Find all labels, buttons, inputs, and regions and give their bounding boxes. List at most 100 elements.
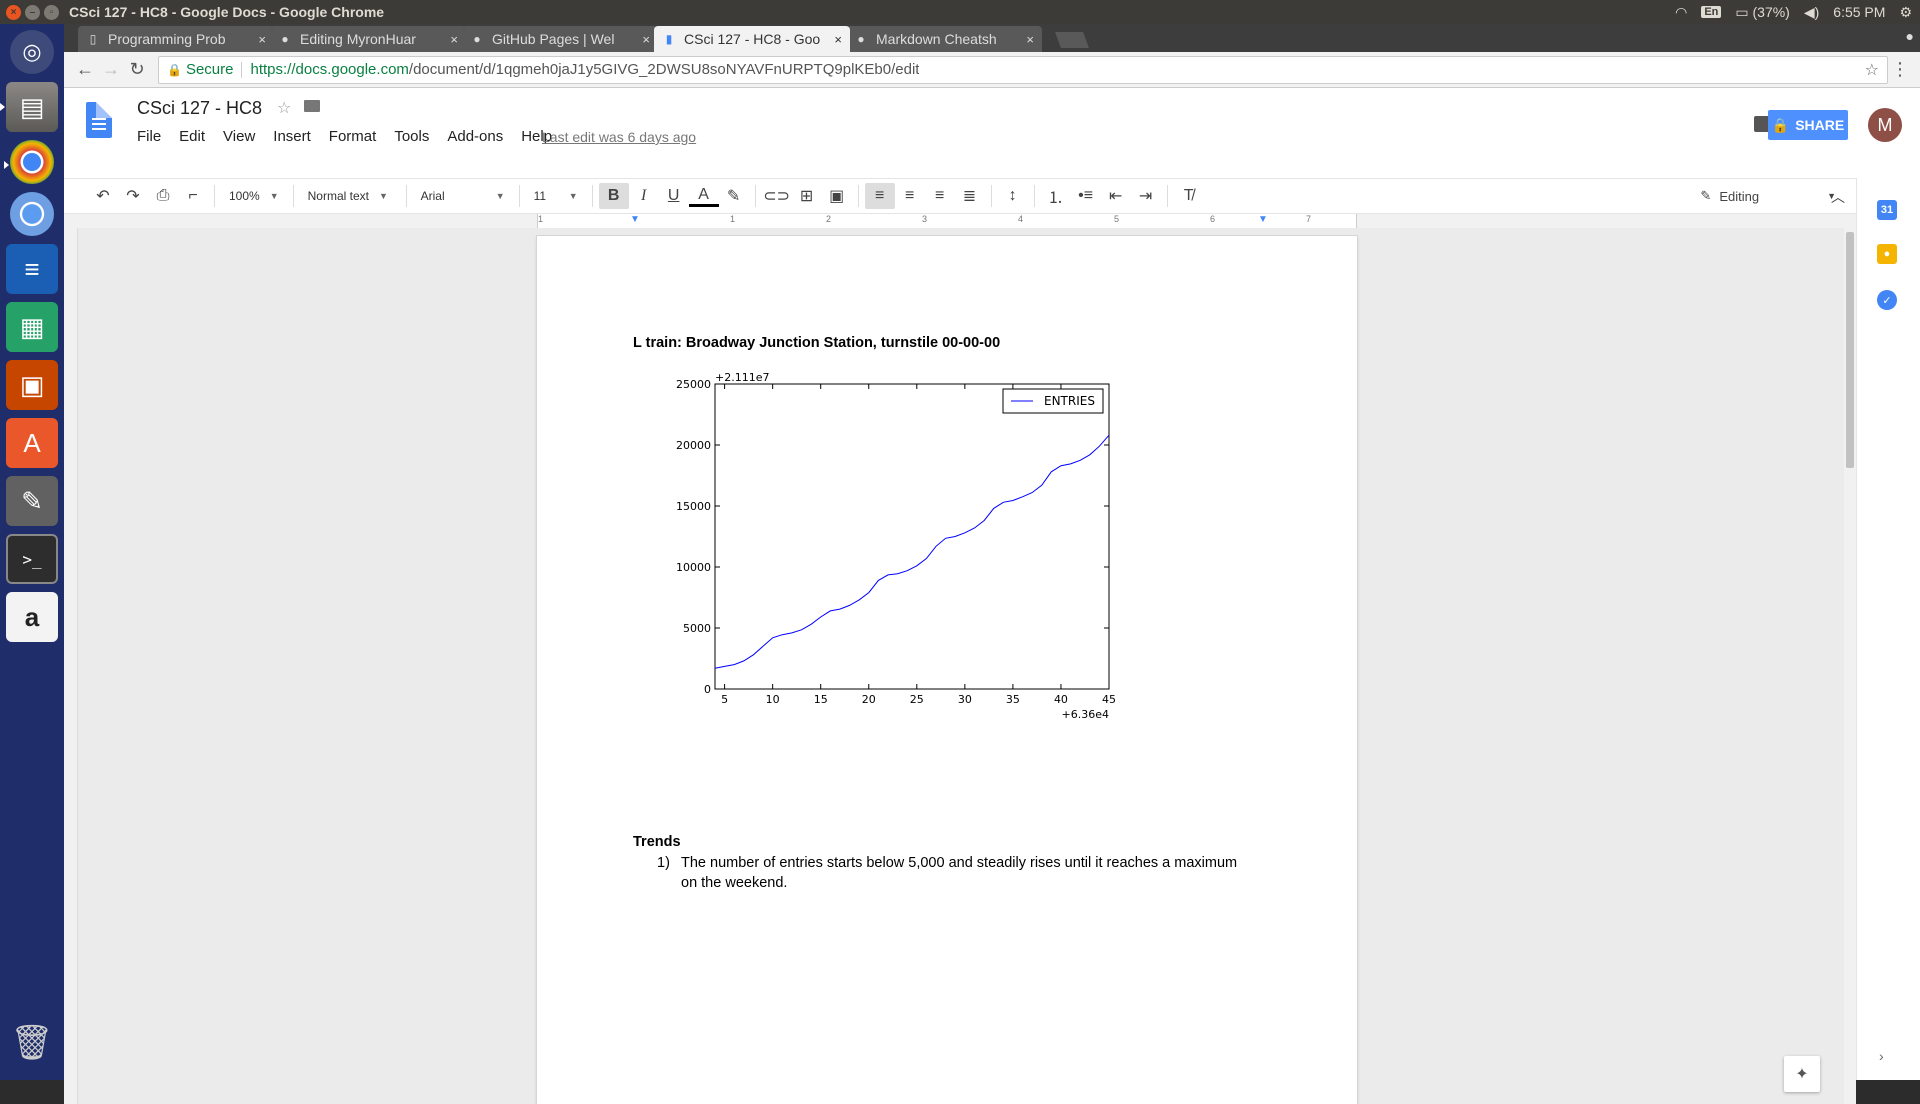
bookmark-star-icon[interactable]: ☆ [1864,61,1879,79]
back-button[interactable]: ← [76,59,94,79]
system-settings-icon[interactable]: ✎ [6,476,58,526]
star-icon[interactable]: ☆ [277,100,292,117]
menu-addons[interactable]: Add-ons [447,128,504,145]
forward-button[interactable]: → [102,59,120,79]
scrollbar-thumb[interactable] [1846,232,1854,468]
vertical-scrollbar[interactable] [1844,228,1856,1104]
new-tab-button[interactable] [1055,32,1089,48]
document-title[interactable]: CSci 127 - HC8 [137,98,263,118]
close-window-button[interactable]: × [6,4,21,20]
close-icon[interactable]: × [258,31,266,47]
align-right-icon[interactable]: ≡ [934,187,945,204]
right-indent-marker[interactable]: ▼ [1258,214,1268,225]
chevron-up-icon[interactable]: ︿ [1831,189,1845,205]
entries-line-chart[interactable]: 5 10 15 20 25 30 35 40 45 0 5000 10000 15000 20000 250… [633,364,1193,794]
insert-image-icon[interactable]: ▣ [829,188,845,205]
explore-button[interactable]: ✦ [1784,1056,1820,1092]
align-left-icon[interactable]: ≡ [864,183,895,209]
align-center-icon[interactable]: ≡ [904,187,915,204]
document-page[interactable]: L train: Broadway Junction Station, turn… [537,236,1357,1104]
add-comment-icon[interactable]: ⊞ [799,188,814,205]
menu-edit[interactable]: Edit [179,128,206,145]
secure-indicator[interactable]: 🔒 Secure [167,61,233,78]
vertical-ruler [64,228,78,1104]
keep-icon[interactable]: ● [1877,244,1897,264]
editing-mode-select[interactable]: ✎ Editing ▼ [1700,188,1836,204]
close-icon[interactable]: × [642,31,650,47]
tab-markdown-cheatsheet[interactable]: ● Markdown Cheatsh × [846,26,1042,52]
volume-icon[interactable]: ◀) [1803,3,1820,20]
style-select[interactable]: Normal text ▼ [300,183,400,209]
libreoffice-impress-icon[interactable]: ▣ [6,360,58,410]
tasks-icon[interactable]: ✓ [1877,290,1897,310]
folder-icon[interactable] [304,100,320,112]
software-center-icon[interactable]: A [6,418,58,468]
chromium-icon[interactable] [10,192,54,236]
clock[interactable]: 6:55 PM [1833,4,1886,20]
left-indent-marker[interactable]: ▼ [630,214,640,225]
align-justify-icon[interactable]: ≣ [962,188,977,205]
font-size-select[interactable]: 11 ▼ [526,183,586,209]
text-color-icon[interactable]: A [688,185,719,207]
clear-formatting-icon[interactable]: T̸ [1183,187,1194,204]
menu-help[interactable]: Help [521,128,553,145]
libreoffice-writer-icon[interactable]: ≡ [6,244,58,294]
numbered-list-icon[interactable]: ⒈ [1047,190,1064,207]
decrease-indent-icon[interactable]: ⇤ [1108,188,1123,205]
github-icon: ● [281,32,289,46]
window-title: CSci 127 - HC8 - Google Docs - Google Ch… [69,4,385,20]
highlight-icon[interactable]: ✎ [726,188,741,205]
menu-view[interactable]: View [223,128,256,145]
chevron-right-icon[interactable]: › [1879,1048,1884,1064]
paint-format-icon[interactable]: ⌐ [188,187,198,204]
close-icon[interactable]: × [1026,31,1034,47]
font-select[interactable]: Arial ▼ [413,183,513,209]
line-spacing-icon[interactable]: ↕ [1008,187,1017,204]
google-chrome-icon[interactable] [4,140,54,184]
italic-icon[interactable]: I [640,187,647,204]
avatar[interactable]: M [1868,108,1902,142]
tab-programming-problems[interactable]: ▯ Programming Prob × [78,26,274,52]
x-tick-label: 40 [1054,693,1068,706]
menu-insert[interactable]: Insert [273,128,311,145]
bulleted-list-icon[interactable]: •≡ [1078,187,1094,204]
redo-icon[interactable]: ↷ [126,188,140,205]
tab-github-pages[interactable]: ● GitHub Pages | Wel × [462,26,658,52]
keyboard-layout-indicator[interactable]: En [1701,6,1722,18]
share-button[interactable]: 🔒 SHARE [1768,110,1848,140]
google-docs-logo-icon[interactable] [86,102,112,138]
tab-strip: ▯ Programming Prob × ● Editing MyronHuar… [64,24,1920,52]
link-icon[interactable]: ⊂⊃ [763,188,791,205]
profile-icon[interactable]: ● [1905,28,1914,44]
tab-csci-127-hc8[interactable]: ▮ CSci 127 - HC8 - Goo × [654,26,850,52]
address-bar[interactable]: 🔒 Secure https://docs.google.com/documen… [158,55,1888,84]
calendar-icon[interactable]: 31 [1877,200,1897,220]
maximize-window-button[interactable]: ▫ [44,4,59,20]
undo-icon[interactable]: ↶ [96,188,110,205]
terminal-icon[interactable]: >_ [6,534,58,584]
last-edit-link[interactable]: Last edit was 6 days ago [542,129,697,145]
chrome-menu-icon[interactable]: ⋮ [1891,59,1909,79]
menu-tools[interactable]: Tools [394,128,430,145]
print-icon[interactable]: ⎙ [156,187,170,204]
wifi-icon[interactable]: ◠ [1675,3,1688,20]
trash-icon[interactable]: 🗑 [10,1024,54,1062]
libreoffice-calc-icon[interactable]: ▦ [6,302,58,352]
reload-button[interactable]: ↻ [129,59,145,79]
bold-icon[interactable]: B [598,183,629,209]
battery-indicator[interactable]: ▭ (37%) [1735,4,1789,21]
gear-icon[interactable]: ⚙ [1899,3,1912,20]
x-tick-label: 10 [766,693,780,706]
minimize-window-button[interactable]: – [25,4,40,20]
menu-file[interactable]: File [137,128,162,145]
menu-format[interactable]: Format [328,128,377,145]
files-icon[interactable]: ▤ [0,82,58,132]
tab-editing-myronhuang[interactable]: ● Editing MyronHuar × [270,26,466,52]
zoom-select[interactable]: 100% ▼ [221,183,287,209]
ubuntu-dash-icon[interactable]: ◎ [10,30,54,74]
close-icon[interactable]: × [834,31,842,47]
amazon-icon[interactable]: a [6,592,58,642]
underline-icon[interactable]: U [667,187,680,204]
close-icon[interactable]: × [450,31,458,47]
increase-indent-icon[interactable]: ⇥ [1138,188,1153,205]
